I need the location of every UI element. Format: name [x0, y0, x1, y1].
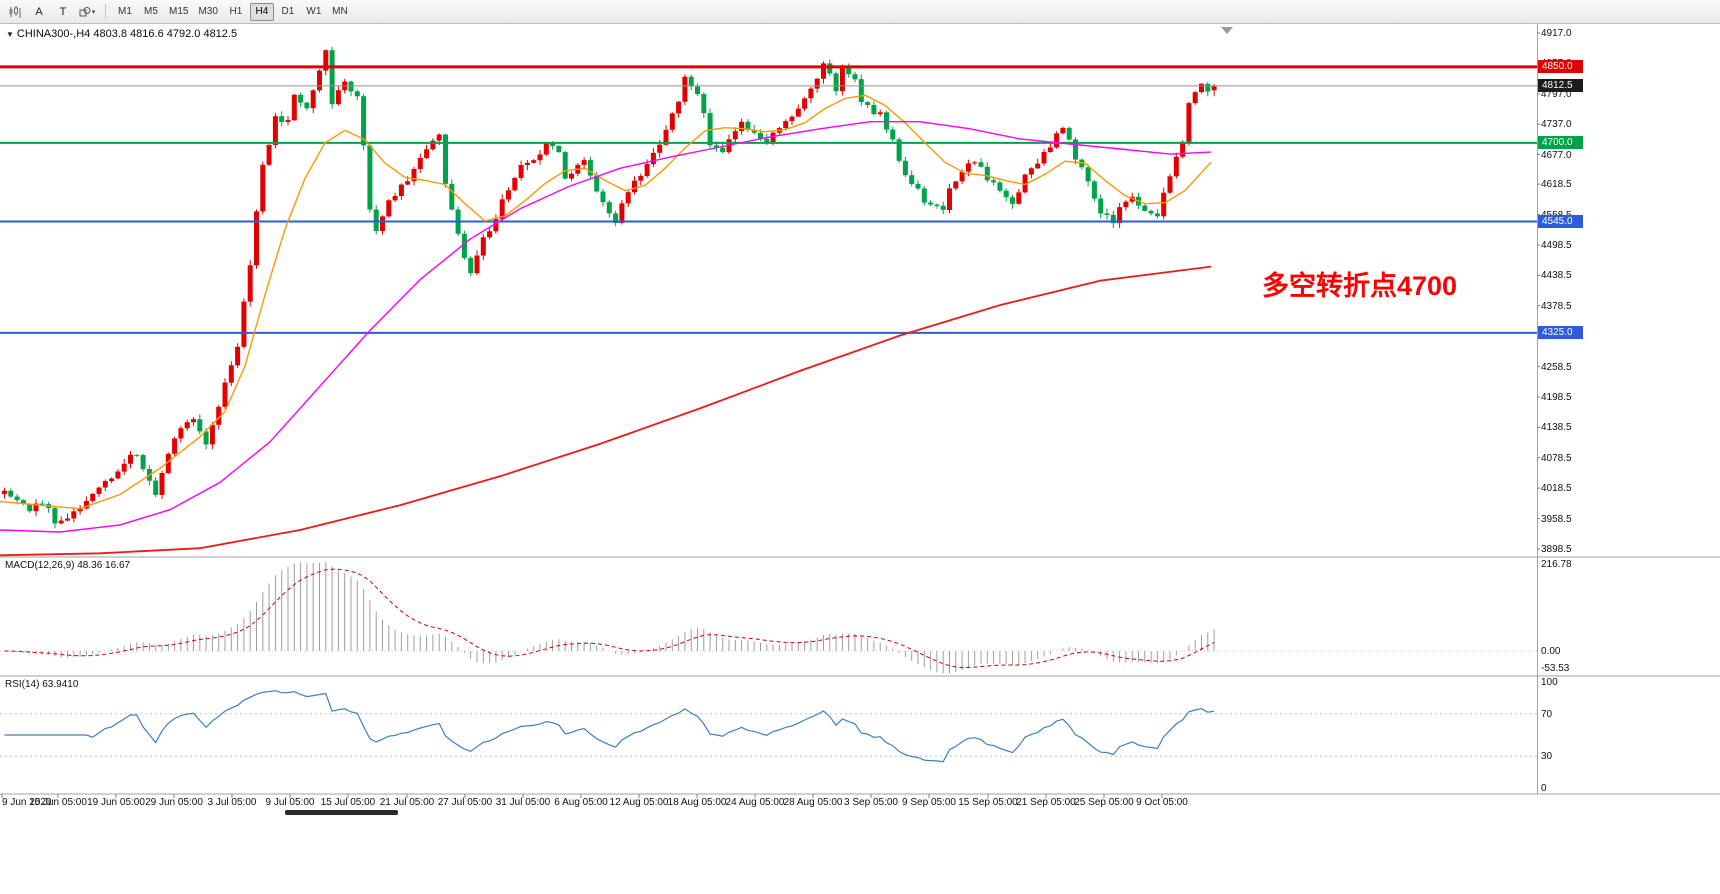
time-axis-label: 21 Jul 05:00	[379, 797, 435, 808]
timeframe-button-M30[interactable]: M30	[198, 6, 218, 17]
macd-axis-label: -53.53	[1541, 663, 1570, 674]
price-axis-label: 4677.0	[1541, 150, 1572, 161]
panel-separators	[0, 24, 1720, 798]
macd-signal-line	[4, 568, 1215, 668]
symbol-info[interactable]: ▼ CHINA300-,H4 4803.8 4816.6 4792.0 4812.…	[6, 28, 237, 40]
macd-axis-label: 0.00	[1541, 646, 1561, 657]
timeframe-button-M15[interactable]: M15	[169, 6, 189, 17]
price-axis-label: 4917.0	[1541, 28, 1572, 39]
ma-fast-line[interactable]	[0, 94, 1212, 510]
symbol-dropdown-icon[interactable]: ▼	[6, 30, 14, 39]
shapes-dropdown-button[interactable]: ▾	[76, 2, 98, 22]
macd-indicator-label: MACD(12,26,9) 48.36 16.67	[5, 560, 131, 571]
time-axis-label: 18 Aug 05:00	[667, 797, 727, 808]
price-badge-4850.0: 4850.0	[1538, 60, 1583, 73]
toolbar: A T ▾ M1 M5 M15 M30 H1 H4 D1 W1 MN	[0, 0, 1720, 24]
candlestick-chart-icon	[9, 5, 21, 18]
timeframe-button-H4[interactable]: H4	[249, 2, 274, 21]
time-axis-label: 9 Oct 05:00	[1136, 797, 1188, 808]
price-axis-label: 4198.5	[1541, 392, 1572, 403]
candlestick-series	[2, 46, 1217, 529]
price-axis-label: 4378.5	[1541, 301, 1572, 312]
chart-shift-marker-icon[interactable]	[1221, 27, 1233, 34]
text-tool-button[interactable]: A	[35, 5, 43, 18]
time-axis-label: 9 Sep 05:00	[902, 797, 956, 808]
rsi-axis-label: 0	[1541, 783, 1547, 794]
rsi-axis-label: 100	[1541, 677, 1558, 688]
time-axis-label: 15 Jul 05:00	[320, 797, 376, 808]
price-badge-4545.0: 4545.0	[1538, 215, 1583, 228]
price-axis-label: 4138.5	[1541, 422, 1572, 433]
chart-window-button[interactable]	[4, 2, 26, 22]
time-axis-label: 24 Aug 05:00	[725, 797, 785, 808]
caret-down-icon: ▾	[91, 8, 96, 16]
price-badge-4812.5: 4812.5	[1538, 79, 1583, 92]
timeframe-button-M5[interactable]: M5	[144, 6, 158, 17]
symbol-name: CHINA300-,H4	[16, 28, 91, 40]
time-axis-label: 29 Jun 05:00	[145, 797, 203, 808]
time-axis-label: 3 Jul 05:00	[207, 797, 257, 808]
rsi-plot-area[interactable]	[0, 676, 1537, 794]
symbol-ohlc: 4803.8 4816.6 4792.0 4812.5	[93, 28, 238, 40]
timeframe-button-MN[interactable]: MN	[332, 6, 348, 17]
macd-indicator	[0, 562, 1537, 673]
timeframe-toolbar: M1 M5 M15 M30 H1 H4 D1 W1 MN	[112, 2, 353, 21]
macd-plot-area[interactable]	[0, 557, 1537, 676]
chart-annotation: 多空转折点4700	[1262, 271, 1458, 301]
rsi-line	[4, 690, 1215, 763]
rsi-axis-label: 70	[1541, 709, 1553, 720]
price-axis-label: 4618.5	[1541, 179, 1572, 190]
price-axis-label: 4498.5	[1541, 240, 1572, 251]
text-label-tool-button[interactable]: T	[59, 5, 67, 18]
timeframe-button-H1[interactable]: H1	[229, 6, 243, 17]
time-axis-label: 15 Sep 05:00	[958, 797, 1018, 808]
time-axis-label: 25 Sep 05:00	[1074, 797, 1134, 808]
timeframe-button-D1[interactable]: D1	[281, 6, 295, 17]
price-axis-label: 4797.0	[1541, 89, 1572, 100]
time-axis-label: 9 Jul 05:00	[265, 797, 315, 808]
time-axis-label: 12 Aug 05:00	[609, 797, 669, 808]
macd-axis-label: 216.78	[1541, 559, 1572, 570]
price-axis-label: 4018.5	[1541, 483, 1572, 494]
price-axis-label: 4258.5	[1541, 362, 1572, 373]
ma-slow-line[interactable]	[0, 265, 1212, 557]
rsi-axis-label: 30	[1541, 751, 1553, 762]
time-axis-label: 21 Sep 05:00	[1016, 797, 1076, 808]
rsi-indicator-label: RSI(14) 63.9410	[5, 679, 79, 690]
toolbar-divider	[105, 4, 106, 19]
price-axis-label: 3898.5	[1541, 544, 1572, 555]
timeframe-button-M1[interactable]: M1	[118, 6, 132, 17]
time-axis-label: 9 Jun 2020	[2, 797, 52, 808]
price-axis-label: 4737.0	[1541, 119, 1572, 130]
time-axis-label: 31 Jul 05:00	[495, 797, 551, 808]
time-axis-label: 19 Jun 05:00	[87, 797, 145, 808]
time-axis-label: 28 Aug 05:00	[783, 797, 843, 808]
time-axis-label: 3 Sep 05:00	[844, 797, 898, 808]
price-axis-label: 3958.5	[1541, 514, 1572, 525]
time-axis-label: 27 Jul 05:00	[437, 797, 493, 808]
time-axis-label: 15 Jun 05:00	[29, 797, 87, 808]
price-axis-label: 4078.5	[1541, 453, 1572, 464]
horizontal-scrollbar-thumb[interactable]	[285, 810, 398, 815]
price-axis-label: 4438.5	[1541, 270, 1572, 281]
time-axis-label: 6 Aug 05:00	[554, 797, 608, 808]
rsi-indicator	[0, 690, 1537, 763]
price-badge-4700.0: 4700.0	[1538, 136, 1583, 149]
ma-medium-line[interactable]	[0, 120, 1212, 533]
price-badge-4325.0: 4325.0	[1538, 326, 1583, 339]
timeframe-button-W1[interactable]: W1	[306, 6, 322, 17]
shapes-icon	[79, 6, 91, 16]
